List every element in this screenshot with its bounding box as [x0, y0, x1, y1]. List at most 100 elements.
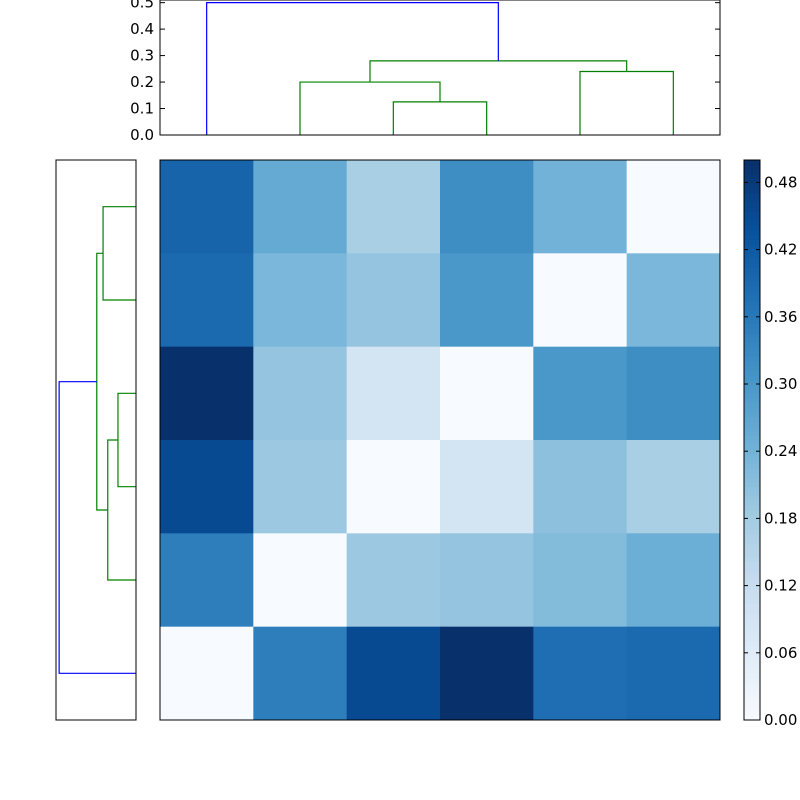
heatmap-cell-r0-c2 — [346, 160, 441, 254]
heatmap-cell-r1-c3 — [440, 253, 534, 348]
colorbar-segment — [744, 183, 760, 189]
heatmap-cell-r5-c0 — [160, 626, 254, 721]
colorbar-segment — [744, 486, 760, 492]
colorbar-tick-label: 0.42 — [764, 241, 797, 259]
colorbar-segment — [744, 603, 760, 609]
colorbar-tick-label: 0.00 — [764, 711, 797, 729]
colorbar-segment — [744, 267, 760, 273]
colorbar-segment — [744, 612, 760, 618]
heatmap-cell-r0-c0 — [160, 160, 254, 254]
colorbar-segment — [744, 421, 760, 427]
colorbar-segment — [744, 584, 760, 590]
colorbar-segment — [744, 328, 760, 334]
heatmap-cell-r5-c4 — [533, 626, 628, 721]
colorbar-segment — [744, 668, 760, 674]
colorbar-segment — [744, 491, 760, 497]
colorbar-segment — [744, 370, 760, 376]
colorbar-segment — [744, 617, 760, 623]
colorbar-segment — [744, 678, 760, 684]
colorbar-segment — [744, 346, 760, 352]
colorbar-segment — [744, 650, 760, 656]
top-dendrogram-ytick-label: 0.0 — [130, 126, 154, 144]
colorbar-segment — [744, 575, 760, 581]
heatmap-cell-r5-c5 — [626, 626, 721, 721]
colorbar-segment — [744, 626, 760, 632]
left-dendrogram-link-4 — [58, 381, 136, 674]
colorbar-tick-label: 0.12 — [764, 577, 797, 595]
colorbar-segment — [744, 407, 760, 413]
heatmap-cell-r3-c3 — [440, 440, 534, 534]
colorbar-segment — [744, 510, 760, 516]
heatmap-cell-r1-c0 — [160, 253, 254, 348]
colorbar-segment — [744, 654, 760, 660]
colorbar-segment — [744, 715, 760, 721]
heatmap-cell-r4-c1 — [253, 533, 348, 628]
colorbar-segment — [744, 206, 760, 212]
top-dendrogram-ytick-label: 0.4 — [130, 20, 154, 38]
colorbar-segment — [744, 538, 760, 544]
heatmap-cell-r5-c1 — [253, 626, 348, 721]
colorbar-segment — [744, 673, 760, 679]
colorbar-segment — [744, 477, 760, 483]
colorbar-segment — [744, 318, 760, 324]
heatmap-cell-r2-c1 — [253, 346, 348, 441]
colorbar-segment — [744, 197, 760, 203]
colorbar-segment — [744, 430, 760, 436]
colorbar-segment — [744, 608, 760, 614]
colorbar-segment — [744, 253, 760, 259]
colorbar-segment — [744, 594, 760, 600]
colorbar-segment — [744, 379, 760, 385]
colorbar-segment — [744, 225, 760, 231]
heatmap-cell-r1-c5 — [626, 253, 721, 348]
colorbar-segment — [744, 286, 760, 292]
colorbar-segment — [744, 202, 760, 208]
colorbar-segment — [744, 192, 760, 198]
top-dendrogram-ytick-label: 0.5 — [130, 0, 154, 12]
top-dendrogram-ytick-label: 0.2 — [130, 73, 154, 91]
colorbar-segment — [744, 692, 760, 698]
colorbar-segment — [744, 482, 760, 488]
heatmap-cell-r1-c4 — [533, 253, 628, 348]
heatmap-cell-r0-c3 — [440, 160, 534, 254]
heatmap-cell-r4-c4 — [533, 533, 628, 628]
heatmap-cell-r3-c5 — [626, 440, 721, 534]
colorbar-segment — [744, 248, 760, 254]
colorbar-segment — [744, 295, 760, 301]
colorbar-segment — [744, 468, 760, 474]
colorbar-segment — [744, 500, 760, 506]
colorbar-segment — [744, 454, 760, 460]
colorbar-segment — [744, 580, 760, 586]
colorbar-segment — [744, 211, 760, 217]
colorbar-tick-label: 0.48 — [764, 173, 797, 191]
heatmap — [159, 159, 721, 721]
colorbar-segment — [744, 449, 760, 455]
left-dendrogram-frame — [55, 159, 137, 721]
colorbar-segment — [744, 659, 760, 665]
colorbar-segment — [744, 416, 760, 422]
colorbar-segment — [744, 566, 760, 572]
colorbar-segment — [744, 239, 760, 245]
colorbar-segment — [744, 636, 760, 642]
colorbar-segment — [744, 388, 760, 394]
colorbar-segment — [744, 496, 760, 502]
top-dendrogram-link-4 — [206, 2, 499, 135]
colorbar-segment — [744, 706, 760, 712]
colorbar-segment — [744, 664, 760, 670]
heatmap-cell-r0-c5 — [626, 160, 721, 254]
colorbar-segment — [744, 374, 760, 380]
colorbar-segment — [744, 314, 760, 320]
colorbar-frame — [743, 159, 761, 721]
colorbar-segment — [744, 337, 760, 343]
heatmap-cell-r0-c4 — [533, 160, 628, 254]
colorbar-segment — [744, 384, 760, 390]
colorbar-tick-label: 0.30 — [764, 375, 797, 393]
colorbar-segment — [744, 528, 760, 534]
colorbar-segment — [744, 169, 760, 175]
colorbar-segment — [744, 309, 760, 315]
colorbar-segment — [744, 244, 760, 250]
colorbar-segment — [744, 178, 760, 184]
colorbar-segment — [744, 398, 760, 404]
colorbar-tick-label: 0.06 — [764, 644, 797, 662]
colorbar-segment — [744, 281, 760, 287]
